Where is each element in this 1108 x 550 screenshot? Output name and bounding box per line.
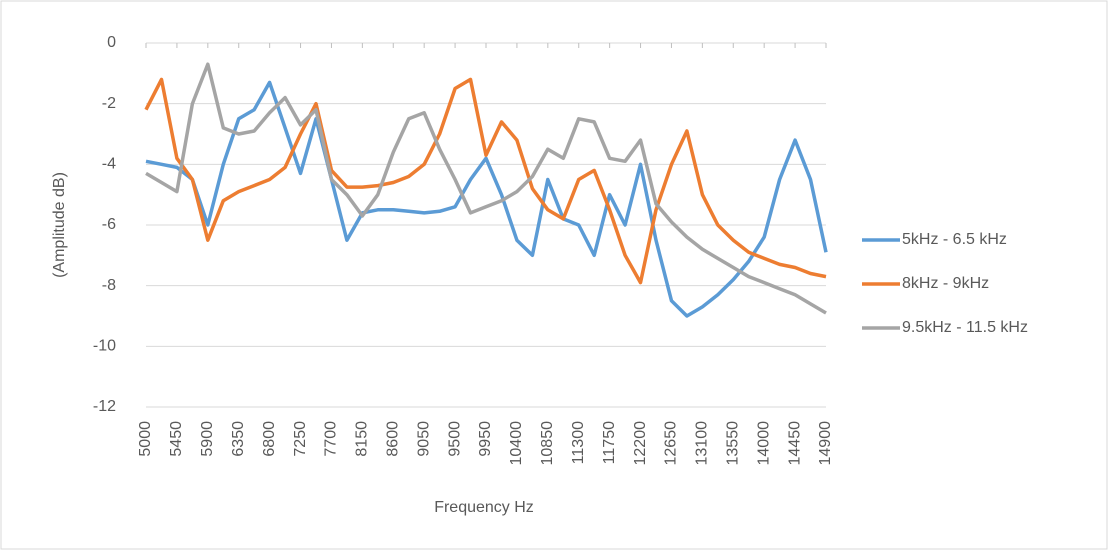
x-tick-label: 14000	[755, 421, 772, 466]
x-tick-label: 9050	[415, 421, 432, 457]
x-tick-label: 10400	[508, 421, 525, 466]
x-tick-label: 7700	[323, 421, 340, 457]
x-tick-label: 12200	[632, 421, 649, 466]
y-tick-label: 0	[107, 34, 116, 51]
x-tick-label: 9950	[477, 421, 494, 457]
x-tick-label: 14900	[817, 421, 834, 466]
series-line	[144, 77, 827, 285]
y-tick-label: -4	[102, 156, 116, 173]
x-tick-label: 5450	[168, 421, 185, 457]
y-tick-label: -10	[93, 338, 116, 355]
x-tick-label: 12650	[663, 421, 680, 466]
x-axis-title: Frequency Hz	[434, 499, 534, 516]
x-tick-label: 6350	[230, 421, 247, 457]
x-tick-label: 6800	[261, 421, 278, 457]
y-tick-label: -8	[102, 277, 116, 294]
y-tick-label: -2	[102, 95, 116, 112]
x-tick-label: 14450	[786, 421, 803, 466]
legend-label: 5kHz - 6.5 kHz	[902, 231, 1007, 248]
x-tick-label: 5900	[199, 421, 216, 457]
series-line	[145, 62, 827, 315]
x-tick-label: 5000	[137, 421, 154, 457]
x-tick-label: 10850	[539, 421, 556, 466]
y-tick-label: -12	[93, 398, 116, 415]
x-tick-label: 11750	[601, 421, 618, 464]
x-tick-label: 11300	[570, 421, 587, 464]
x-tick-label: 8150	[354, 421, 371, 457]
x-tick-label: 9500	[446, 421, 463, 457]
legend-label: 8kHz - 9kHz	[902, 275, 989, 292]
y-tick-label: -6	[102, 216, 116, 233]
series-line	[145, 80, 828, 318]
x-tick-label: 13100	[694, 421, 711, 466]
x-tick-label: 13550	[724, 421, 741, 466]
x-tick-label: 8600	[384, 421, 401, 457]
y-axis-title: (Amplitude dB)	[51, 172, 68, 278]
legend-label: 9.5kHz - 11.5 kHz	[902, 319, 1028, 336]
x-tick-label: 7250	[292, 421, 309, 457]
